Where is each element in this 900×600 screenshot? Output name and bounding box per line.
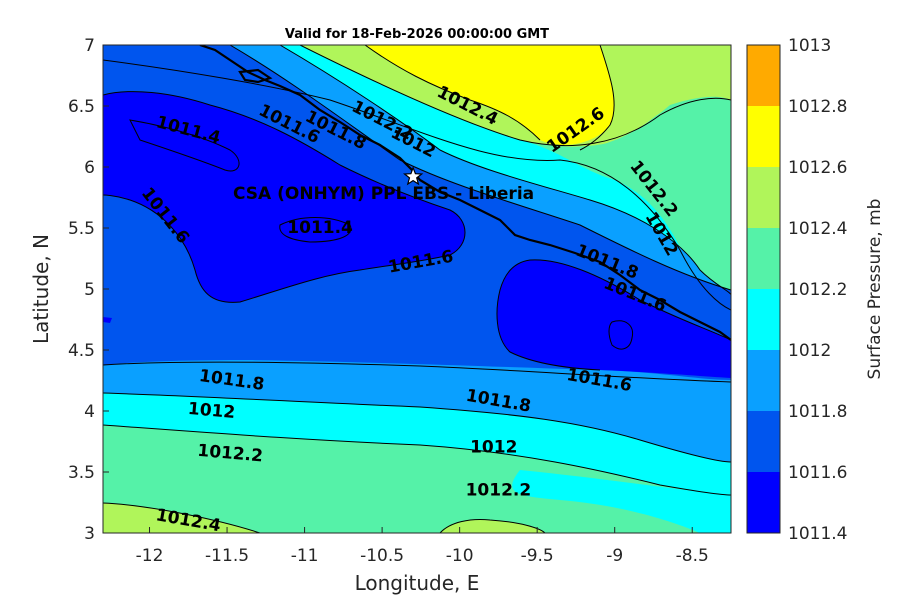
contour-1012.4 xyxy=(299,45,731,147)
contour-1012.6 xyxy=(364,45,541,141)
colorbar-label: Surface Pressure, mb xyxy=(865,199,885,380)
band-1012.2-lower xyxy=(103,425,731,533)
low-1011.4-east xyxy=(497,259,731,378)
colorbar-swatch xyxy=(747,106,780,167)
colorbar: 1011.4 1011.6 1011.8 1012 1012.2 1012.4 1012.6… xyxy=(746,36,847,544)
x-axis-label: Longitude, E xyxy=(355,571,480,595)
y-tick-label: 5.5 xyxy=(68,219,95,239)
star-icon xyxy=(402,166,424,186)
band-1012-bottom-right xyxy=(512,470,731,533)
colorbar-swatch xyxy=(747,289,780,350)
colorbar-tick-label: 1012.8 xyxy=(788,97,847,117)
colorbar-swatch xyxy=(747,228,780,289)
colorbar-tick-label: 1011.8 xyxy=(788,402,847,422)
colorbar-tick-label: 1012 xyxy=(788,341,831,361)
contour-1011.4-small-west xyxy=(129,119,240,172)
y-tick-label: 6.5 xyxy=(68,97,95,117)
site-marker: CSA (ONHYM) PPL EBS - Liberia xyxy=(233,166,534,204)
x-tick-label: -9 xyxy=(606,546,623,566)
contour-1012.2-south xyxy=(103,502,261,533)
x-tick-label: -10 xyxy=(446,546,474,566)
x-tick-label: -10.5 xyxy=(360,546,404,566)
coastline-path xyxy=(199,45,731,341)
contour-label: 1011.4 xyxy=(287,218,353,238)
x-tick-label: -11 xyxy=(291,546,319,566)
colorbar-tick-label: 1012.4 xyxy=(788,219,847,239)
coastline xyxy=(199,45,731,341)
contour-1011.6-south xyxy=(103,361,731,383)
coastline-islet xyxy=(238,68,273,84)
y-tick-label: 5 xyxy=(84,280,95,300)
colorbar-frame xyxy=(746,44,781,534)
band-1012.6-top xyxy=(365,45,615,145)
band-1011.8-lower xyxy=(103,362,731,460)
colorbar-swatch xyxy=(747,411,780,472)
contour-label: 1012 xyxy=(470,438,517,458)
contour-1012-south xyxy=(103,424,731,496)
colorbar-swatch xyxy=(747,472,780,533)
x-tick-label: -11.5 xyxy=(205,546,249,566)
y-tick-label: 3.5 xyxy=(68,463,95,483)
colorbar-tick-label: 1011.6 xyxy=(788,463,847,483)
x-tick-label: -8.5 xyxy=(676,546,709,566)
map-title: Valid for 18-Feb-2026 00:00:00 GMT xyxy=(285,27,549,42)
x-axis-ticks: -12 -11.5 -11 -10.5 -10 -9.5 -9 -8.5 xyxy=(136,527,709,566)
low-1011.4-sliver xyxy=(103,317,112,323)
band-1012.4-bottom xyxy=(103,503,260,533)
site-label: CSA (ONHYM) PPL EBS - Liberia xyxy=(233,184,534,204)
contour-label: 1012.2 xyxy=(466,480,532,500)
colorbar-swatch xyxy=(747,350,780,411)
contour-field xyxy=(103,45,731,533)
colorbar-tick-label: 1011.4 xyxy=(788,524,847,544)
colorbar-tick-label: 1013 xyxy=(788,36,831,56)
contour-1011.6-east xyxy=(496,259,731,371)
contour-1011.8 xyxy=(229,45,731,291)
contour-1011.6-west xyxy=(103,91,466,303)
y-tick-label: 3 xyxy=(84,524,95,544)
x-tick-label: -9.5 xyxy=(521,546,554,566)
contour-1011.4-small-mid xyxy=(279,217,352,243)
x-tick-label: -12 xyxy=(136,546,164,566)
colorbar-swatch xyxy=(747,167,780,228)
contour-1011.4-small-east xyxy=(608,320,634,350)
colorbar-tick-label: 1012.2 xyxy=(788,280,847,300)
y-tick-label: 6 xyxy=(84,158,95,178)
y-tick-label: 4.5 xyxy=(68,341,95,361)
contour-1011.8-south xyxy=(103,392,731,463)
low-1011.4-west xyxy=(103,91,465,303)
y-tick-label: 4 xyxy=(84,402,95,422)
colorbar-swatch xyxy=(747,45,780,106)
band-1012.4-bottom-mid xyxy=(440,519,545,533)
y-axis-label: Latitude, N xyxy=(29,234,53,344)
y-axis-ticks: 3 3.5 4 4.5 5 5.5 6 6.5 7 xyxy=(68,36,109,544)
contour-1012 xyxy=(279,45,731,296)
y-tick-label: 7 xyxy=(84,36,95,56)
contour-label: 1012 xyxy=(187,399,236,423)
contour-1012.2 xyxy=(103,59,731,311)
colorbar-tick-label: 1012.6 xyxy=(788,158,847,178)
